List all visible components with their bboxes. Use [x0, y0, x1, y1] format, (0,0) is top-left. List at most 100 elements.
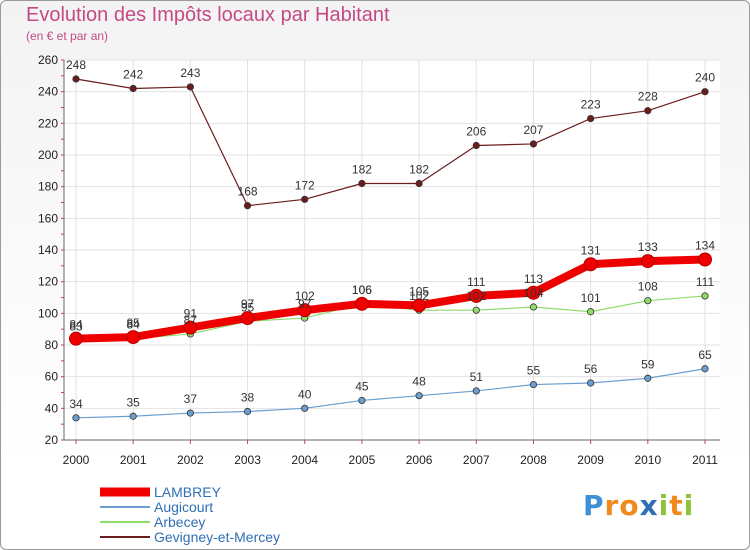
logo-letter: r [604, 489, 620, 522]
data-label-augicourt: 51 [470, 370, 484, 384]
y-tick-label: 120 [38, 275, 58, 289]
x-tick-label: 2007 [463, 453, 490, 467]
data-label-lambrey: 134 [695, 239, 715, 253]
data-point-lambrey [297, 303, 312, 318]
data-label-augicourt: 34 [69, 397, 83, 411]
data-label-gevigney-et-mercey: 206 [466, 125, 486, 139]
data-label-gevigney-et-mercey: 242 [123, 68, 143, 82]
data-point-augicourt [472, 387, 480, 395]
data-label-arbecey: 101 [581, 291, 601, 305]
legend-label-gevigney-et-mercey: Gevigney-et-Mercey [154, 529, 280, 545]
y-tick-label: 60 [45, 370, 59, 384]
data-label-augicourt: 59 [641, 357, 655, 371]
data-label-arbecey: 95 [241, 300, 255, 314]
data-point-augicourt [644, 374, 652, 382]
data-label-arbecey: 83 [69, 319, 83, 333]
data-point-lambrey [412, 298, 427, 313]
data-point-augicourt [358, 396, 366, 405]
data-point-augicourt [587, 379, 595, 387]
data-label-arbecey: 108 [638, 280, 658, 294]
data-point-lambrey [583, 257, 598, 272]
data-label-lambrey: 131 [581, 243, 601, 257]
data-point-lambrey [698, 252, 712, 267]
data-point-gevigney-et-mercey [72, 75, 80, 83]
data-label-arbecey: 97 [298, 297, 312, 311]
logo-letter: x [639, 489, 659, 522]
data-point-augicourt [129, 412, 137, 420]
data-point-gevigney-et-mercey [701, 88, 709, 96]
data-point-gevigney-et-mercey [415, 179, 423, 188]
data-label-arbecey: 102 [466, 289, 486, 303]
data-point-augicourt [415, 392, 423, 400]
y-tick-label: 180 [38, 180, 58, 194]
x-tick-label: 2004 [291, 453, 318, 467]
data-label-lambrey: 105 [409, 284, 429, 298]
logo-letter: P [583, 489, 605, 522]
data-point-lambrey [526, 285, 541, 300]
data-label-gevigney-et-mercey: 228 [638, 90, 658, 104]
data-point-augicourt [243, 407, 252, 416]
series-line-lambrey [72, 255, 709, 343]
proxiti-logo: Proxiti [583, 489, 694, 522]
data-point-augicourt [701, 365, 709, 373]
data-point-arbecey [701, 292, 709, 300]
data-label-augicourt: 65 [698, 348, 712, 362]
data-point-arbecey [587, 308, 595, 316]
logo-letter: i [683, 489, 695, 522]
data-point-gevigney-et-mercey [358, 179, 366, 188]
x-tick-label: 2005 [349, 453, 376, 467]
data-label-lambrey: 113 [524, 272, 543, 286]
logo-letter: i [658, 489, 670, 522]
x-tick-label: 2006 [406, 453, 433, 467]
data-label-gevigney-et-mercey: 168 [238, 185, 258, 199]
data-label-arbecey: 111 [696, 275, 715, 289]
data-label-gevigney-et-mercey: 207 [523, 123, 543, 137]
chart-title: Evolution des Impôts locaux par Habitant [26, 4, 390, 26]
data-label-gevigney-et-mercey: 182 [409, 163, 429, 177]
logo-letter: o [619, 489, 640, 522]
data-label-lambrey: 97 [241, 297, 255, 311]
data-point-lambrey [69, 331, 83, 346]
data-label-augicourt: 48 [412, 375, 426, 389]
data-point-lambrey [354, 296, 369, 311]
data-label-augicourt: 38 [241, 391, 255, 405]
data-label-arbecey: 102 [409, 289, 429, 303]
y-tick-label: 220 [38, 116, 58, 130]
data-label-arbecey: 106 [352, 283, 372, 297]
data-point-augicourt [301, 404, 309, 412]
x-tick-label: 2001 [120, 453, 147, 467]
data-label-lambrey: 106 [352, 283, 372, 297]
data-label-gevigney-et-mercey: 182 [352, 163, 372, 177]
data-point-lambrey [240, 311, 255, 326]
y-tick-label: 20 [45, 433, 59, 447]
data-label-lambrey: 102 [295, 289, 315, 303]
data-label-gevigney-et-mercey: 248 [66, 58, 86, 72]
data-point-arbecey [644, 297, 652, 305]
data-label-lambrey: 111 [467, 275, 486, 289]
data-label-gevigney-et-mercey: 243 [180, 66, 200, 80]
legend-label-augicourt: Augicourt [154, 499, 213, 515]
series-line-augicourt [75, 368, 706, 419]
data-label-lambrey: 84 [69, 318, 83, 332]
data-label-arbecey: 84 [127, 318, 141, 332]
data-point-gevigney-et-mercey [301, 195, 309, 203]
data-point-gevigney-et-mercey [129, 84, 137, 93]
chart-subtitle: (en € et par an) [26, 29, 109, 43]
data-label-gevigney-et-mercey: 172 [295, 178, 315, 192]
y-tick-label: 80 [45, 338, 59, 352]
x-tick-label: 2002 [177, 453, 204, 467]
data-point-lambrey [126, 330, 141, 345]
data-point-gevigney-et-mercey [243, 202, 252, 210]
legend-label-lambrey: LAMBREY [154, 484, 222, 500]
data-label-gevigney-et-mercey: 240 [695, 71, 715, 85]
data-point-gevigney-et-mercey [587, 114, 595, 123]
data-label-lambrey: 85 [127, 316, 141, 330]
data-point-augicourt [186, 409, 194, 417]
x-tick-label: 2010 [634, 453, 661, 467]
data-point-gevigney-et-mercey [529, 140, 538, 148]
data-point-gevigney-et-mercey [186, 83, 194, 91]
data-label-augicourt: 35 [127, 395, 141, 409]
data-point-lambrey [183, 320, 198, 335]
y-tick-label: 240 [38, 85, 58, 99]
